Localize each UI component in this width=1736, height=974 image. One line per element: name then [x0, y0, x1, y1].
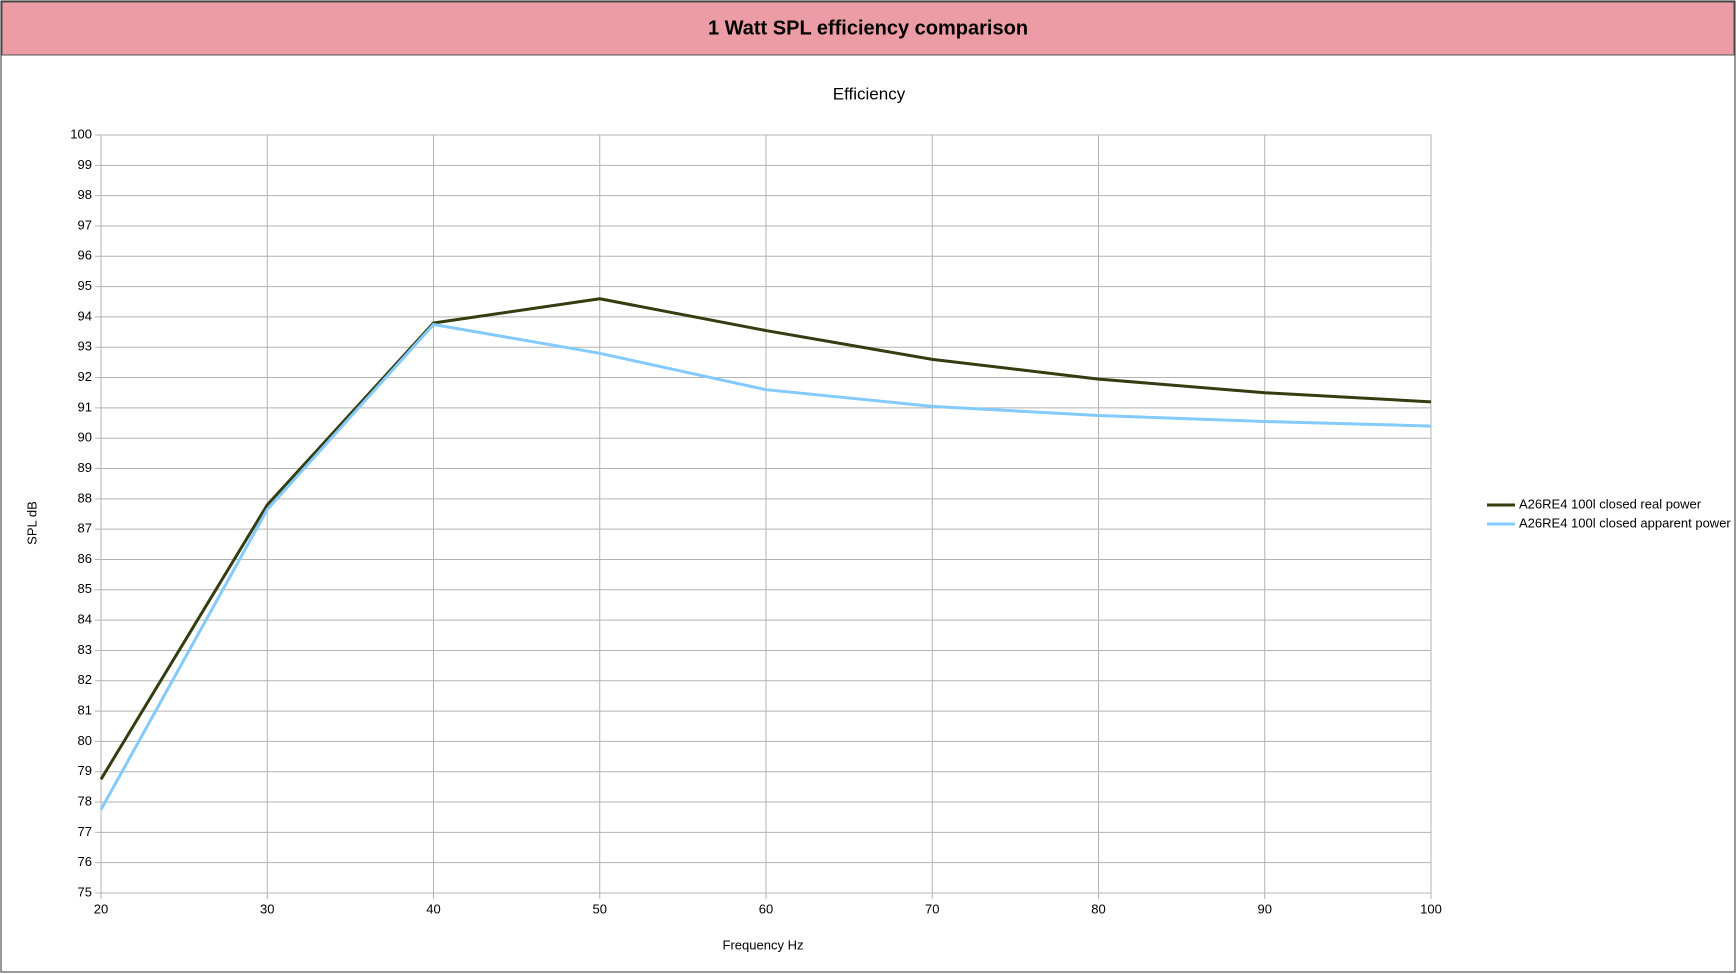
y-tick-label: 88	[78, 490, 92, 505]
y-tick-label: 90	[78, 430, 92, 445]
x-tick-label: 60	[759, 901, 773, 916]
y-tick-label: 89	[78, 460, 92, 475]
x-tick-label: 100	[1420, 901, 1442, 916]
y-tick-label: 78	[78, 793, 92, 808]
y-tick-label: 99	[78, 157, 92, 172]
chart-title: Efficiency	[833, 84, 906, 103]
header-band	[1, 1, 1735, 56]
header-title: 1 Watt SPL efficiency comparison	[708, 17, 1028, 39]
y-tick-label: 79	[78, 763, 92, 778]
y-tick-label: 77	[78, 824, 92, 839]
x-tick-label: 20	[94, 901, 108, 916]
x-tick-label: 30	[260, 901, 274, 916]
y-tick-label: 100	[70, 126, 92, 141]
y-tick-label: 80	[78, 733, 92, 748]
y-tick-label: 97	[78, 217, 92, 232]
y-tick-label: 93	[78, 339, 92, 354]
y-tick-label: 75	[78, 884, 92, 899]
x-tick-label: 50	[593, 901, 607, 916]
x-tick-label: 70	[925, 901, 939, 916]
y-axis-label: SPL dB	[24, 501, 39, 545]
y-tick-label: 96	[78, 248, 92, 263]
y-tick-label: 98	[78, 187, 92, 202]
y-tick-label: 95	[78, 278, 92, 293]
y-tick-label: 92	[78, 369, 92, 384]
y-tick-label: 76	[78, 854, 92, 869]
series-line	[99, 297, 1432, 781]
y-tick-label: 86	[78, 551, 92, 566]
x-axis-label: Frequency Hz	[723, 937, 804, 952]
plot-frame	[100, 134, 1432, 894]
y-tick-label: 81	[78, 703, 92, 718]
y-tick-label: 87	[78, 521, 92, 536]
y-tick-label: 94	[78, 308, 92, 323]
y-tick-label: 83	[78, 642, 92, 657]
series-line	[99, 323, 1432, 811]
y-tick-label: 91	[78, 399, 92, 414]
legend-label: A26RE4 100l closed real power	[1519, 496, 1702, 511]
x-tick-label: 80	[1091, 901, 1105, 916]
y-tick-label: 82	[78, 672, 92, 687]
x-tick-label: 90	[1258, 901, 1272, 916]
legend-label: A26RE4 100l closed apparent power	[1519, 515, 1731, 530]
y-tick-label: 84	[78, 612, 92, 627]
y-tick-label: 85	[78, 581, 92, 596]
x-tick-label: 40	[426, 901, 440, 916]
